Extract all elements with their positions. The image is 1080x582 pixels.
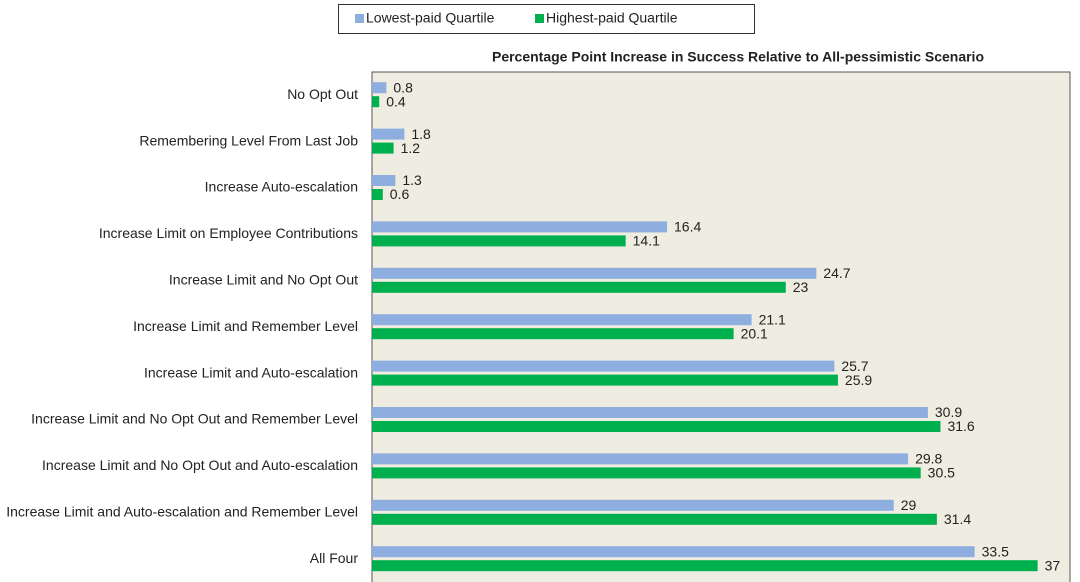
bar <box>372 82 387 94</box>
value-label: 16.4 <box>674 219 701 235</box>
bar <box>372 221 668 233</box>
legend-label: Lowest-paid Quartile <box>366 10 495 26</box>
bar <box>372 499 894 511</box>
bar <box>372 421 941 432</box>
bar <box>372 467 921 479</box>
y-tick-label: No Opt Out <box>287 86 358 102</box>
value-label: 25.9 <box>845 372 872 388</box>
bar <box>372 128 405 140</box>
value-label: 0.8 <box>393 79 413 95</box>
value-label: 20.1 <box>741 325 768 341</box>
y-tick-label: Increase Limit and Remember Level <box>133 318 358 334</box>
bar <box>372 407 928 418</box>
y-tick-label: Increase Limit and No Opt Out and Rememb… <box>31 411 358 427</box>
y-tick-label: Increase Limit and Auto-escalation <box>144 364 358 380</box>
bar <box>372 513 937 525</box>
value-label: 31.4 <box>944 511 971 527</box>
y-tick-label: Increase Limit on Employee Contributions <box>99 225 358 241</box>
value-label: 23 <box>793 279 809 295</box>
y-tick-label: Remembering Level From Last Job <box>139 132 358 148</box>
bar <box>372 314 752 326</box>
value-label: 1.2 <box>401 140 421 156</box>
bar <box>372 560 1038 572</box>
legend-swatch <box>535 14 544 23</box>
value-label: 37 <box>1045 557 1061 573</box>
bar <box>372 142 394 154</box>
value-label: 0.4 <box>386 93 406 109</box>
chart-title: Percentage Point Increase in Success Rel… <box>492 49 984 65</box>
y-tick-label: Increase Limit and Auto-escalation and R… <box>6 504 358 520</box>
bar <box>372 546 975 558</box>
value-label: 21.1 <box>759 311 786 327</box>
bar <box>372 189 383 200</box>
value-label: 25.7 <box>841 358 868 374</box>
value-label: 30.9 <box>935 404 962 420</box>
legend-swatch <box>355 14 364 23</box>
bar <box>372 175 396 186</box>
value-label: 24.7 <box>823 265 850 281</box>
bar <box>372 281 786 293</box>
bar <box>372 96 380 108</box>
bar <box>372 453 909 465</box>
legend-box <box>338 4 755 34</box>
legend-label: Highest-paid Quartile <box>546 10 678 26</box>
y-tick-label: Increase Auto-escalation <box>205 179 358 195</box>
value-label: 14.1 <box>633 233 660 249</box>
y-tick-label: All Four <box>310 550 359 566</box>
y-tick-label: Increase Limit and No Opt Out <box>169 272 358 288</box>
value-label: 29.8 <box>915 451 942 467</box>
value-label: 0.6 <box>390 186 410 202</box>
bar <box>372 267 817 279</box>
bar <box>372 235 626 247</box>
value-label: 1.3 <box>402 172 422 188</box>
bar <box>372 328 734 340</box>
value-label: 29 <box>901 497 917 513</box>
value-label: 30.5 <box>928 465 955 481</box>
y-tick-label: Increase Limit and No Opt Out and Auto-e… <box>42 457 358 473</box>
value-label: 31.6 <box>947 418 974 434</box>
value-label: 1.8 <box>411 126 431 142</box>
bar <box>372 360 835 372</box>
value-label: 33.5 <box>982 543 1009 559</box>
bar <box>372 374 838 386</box>
plot-area <box>371 71 1071 582</box>
